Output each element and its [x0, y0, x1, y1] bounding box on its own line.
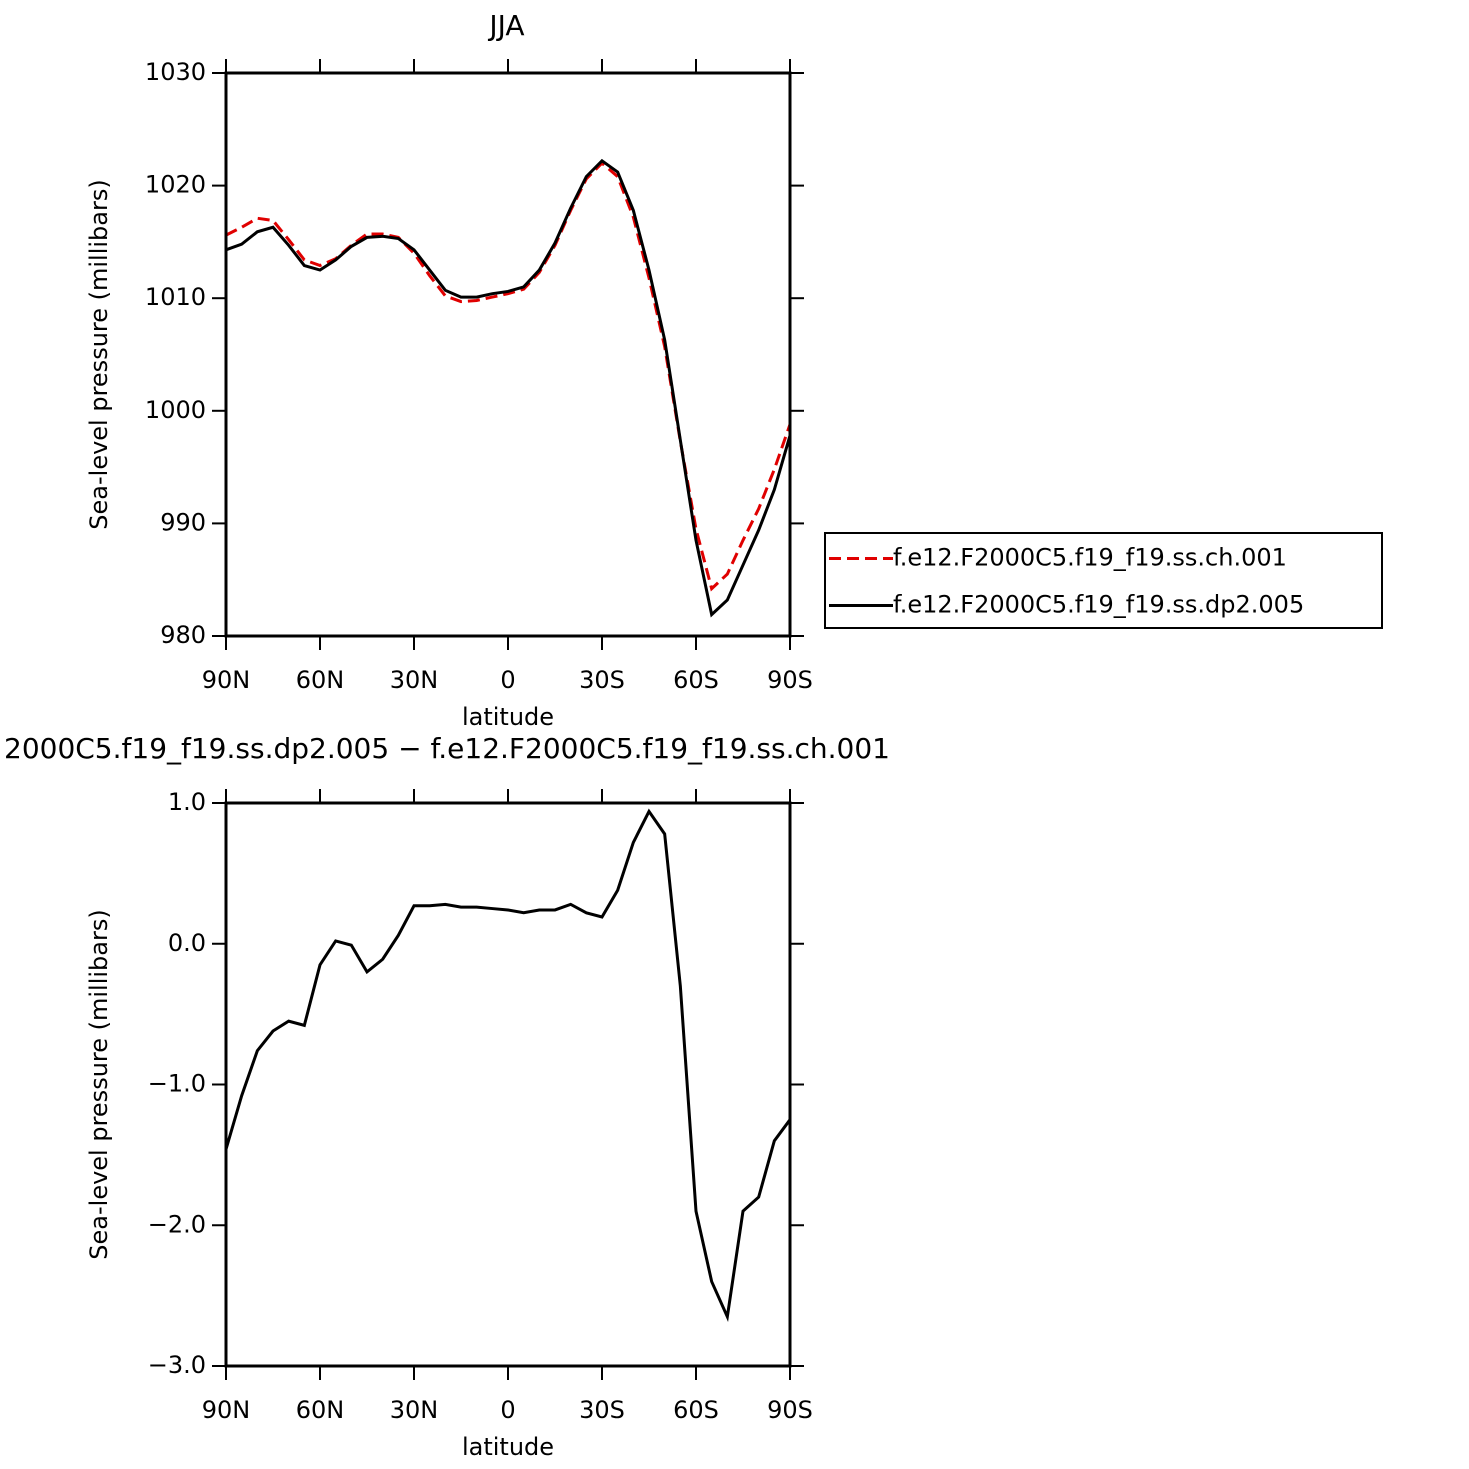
data-line — [225, 161, 792, 592]
data-line — [224, 808, 792, 1323]
x-tick-label: 60N — [296, 1396, 345, 1424]
x-tick-label: 90S — [767, 666, 813, 694]
x-tick-label: 60S — [673, 1396, 719, 1424]
x-tick-label: 90N — [202, 666, 251, 694]
legend-box — [824, 532, 1383, 629]
chart-title: 2000C5.f19_f19.ss.dp2.005 − f.e12.F2000C… — [4, 732, 890, 765]
plot-frame — [224, 801, 792, 1368]
x-tick-label: 60S — [673, 666, 719, 694]
x-tick-label: 90N — [202, 1396, 251, 1424]
y-tick-label: 1000 — [145, 396, 206, 424]
legend-label: f.e12.F2000C5.f19_f19.ss.dp2.005 — [893, 591, 1304, 619]
y-tick-label: −3.0 — [148, 1351, 206, 1379]
y-tick-label: 1.0 — [168, 788, 206, 816]
y-tick-label: 1030 — [145, 58, 206, 86]
x-axis-label: latitude — [462, 703, 554, 731]
y-tick-label: 980 — [160, 621, 206, 649]
plot-frame — [224, 71, 792, 638]
y-tick-label: 0.0 — [168, 929, 206, 957]
x-tick-label: 90S — [767, 1396, 813, 1424]
x-tick-label: 0 — [500, 1396, 515, 1424]
x-tick-label: 30N — [390, 1396, 439, 1424]
y-tick-label: −2.0 — [148, 1210, 206, 1238]
x-tick-label: 0 — [500, 666, 515, 694]
x-tick-label: 30S — [579, 666, 625, 694]
y-axis-label: Sea-level pressure (millibars) — [85, 179, 113, 529]
x-axis-label: latitude — [462, 1433, 554, 1461]
legend-label: f.e12.F2000C5.f19_f19.ss.ch.001 — [893, 544, 1287, 572]
y-tick-label: −1.0 — [148, 1070, 206, 1098]
x-tick-label: 30N — [390, 666, 439, 694]
chart-title: JJA — [487, 9, 524, 42]
y-tick-label: 1020 — [145, 171, 206, 199]
x-tick-label: 60N — [296, 666, 345, 694]
y-tick-label: 990 — [160, 508, 206, 536]
data-line — [225, 158, 792, 618]
y-axis-label: Sea-level pressure (millibars) — [85, 909, 113, 1259]
x-tick-label: 30S — [579, 1396, 625, 1424]
y-tick-label: 1010 — [145, 283, 206, 311]
